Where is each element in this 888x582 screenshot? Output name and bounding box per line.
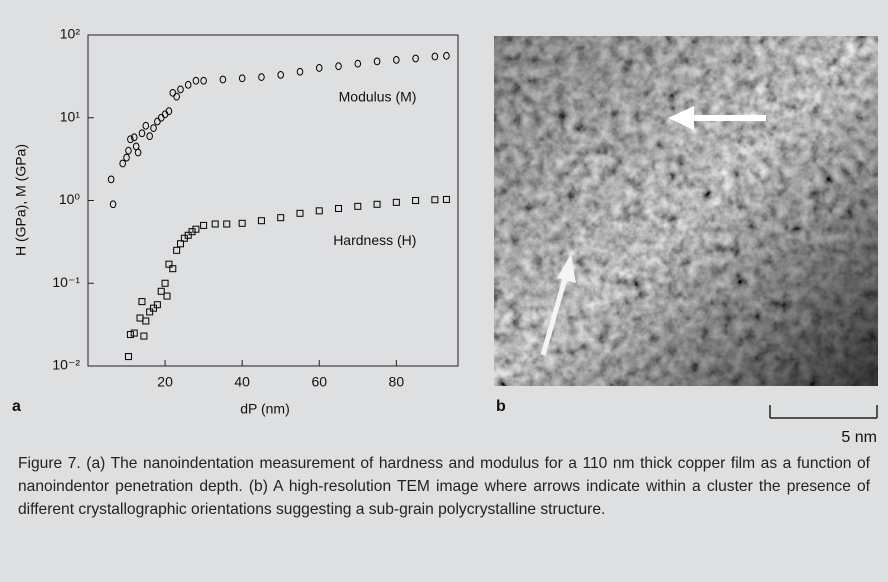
data-point	[150, 124, 157, 132]
x-tick-label: 20	[157, 374, 173, 390]
data-point	[192, 76, 200, 85]
data-point	[223, 220, 231, 228]
series-label: Hardness (H)	[333, 232, 416, 248]
data-point	[184, 231, 192, 239]
data-point	[238, 219, 246, 227]
data-point	[443, 51, 450, 60]
data-point	[119, 159, 126, 168]
data-point	[393, 56, 400, 64]
data-point	[258, 73, 265, 81]
data-point	[165, 260, 173, 268]
figure: a b 5 nm dP (nm) H (GPa), M (GPa) 10² 10¹…	[12, 26, 878, 446]
data-point	[173, 246, 181, 254]
panel-label: b	[496, 398, 506, 415]
data-point	[431, 196, 439, 204]
data-point	[296, 209, 304, 217]
data-point	[142, 317, 150, 325]
y-tick-label: 10⁰	[59, 191, 81, 207]
data-point	[354, 59, 362, 68]
y-tick-label: 10¹	[60, 108, 81, 124]
data-point	[126, 331, 134, 339]
data-point	[134, 148, 142, 157]
data-point	[130, 329, 138, 337]
data-point	[123, 153, 130, 162]
data-point	[163, 292, 171, 300]
x-tick-label: 40	[234, 374, 250, 390]
y-axis-label: H (GPa), M (GPa)	[13, 144, 29, 256]
data-point	[109, 200, 117, 209]
data-point	[146, 132, 153, 141]
data-point	[412, 197, 420, 204]
data-point	[211, 220, 219, 228]
data-point	[138, 129, 146, 138]
data-point	[277, 70, 285, 79]
data-point	[177, 85, 184, 94]
data-point	[173, 92, 180, 101]
data-point	[165, 107, 173, 116]
data-point	[373, 200, 381, 208]
x-tick-label: 60	[311, 374, 327, 390]
data-point	[177, 240, 184, 248]
data-point	[192, 225, 200, 233]
data-point	[169, 265, 177, 273]
data-point	[161, 279, 169, 287]
data-point	[146, 308, 154, 316]
series-label: Modulus (M)	[339, 89, 417, 105]
data-point	[296, 67, 304, 76]
data-point	[154, 117, 161, 126]
data-point	[219, 75, 227, 84]
data-point	[140, 332, 148, 340]
data-point	[238, 74, 246, 83]
data-point	[169, 88, 177, 97]
data-point	[431, 52, 439, 61]
data-point	[257, 217, 265, 225]
data-point	[127, 135, 134, 144]
caption: Figure 7. (a) The nanoindentation measur…	[18, 455, 870, 518]
data-point	[125, 146, 132, 155]
x-tick-label: 80	[389, 374, 405, 390]
data-point	[277, 214, 285, 222]
data-point	[335, 62, 342, 71]
data-point	[315, 64, 323, 72]
data-point	[157, 287, 165, 295]
data-point	[136, 314, 144, 322]
panel-label: a	[12, 398, 21, 415]
data-point	[412, 54, 419, 63]
data-point	[373, 57, 381, 66]
data-point	[184, 80, 192, 89]
y-tick-label: 10⁻¹	[52, 274, 80, 290]
data-point	[315, 207, 323, 215]
data-point	[124, 353, 132, 361]
tem-image	[494, 36, 878, 386]
data-point	[130, 133, 138, 142]
scale-bar	[769, 405, 878, 419]
y-tick-label: 10²	[60, 26, 81, 42]
y-tick-label: 10⁻²	[52, 357, 80, 373]
data-point	[188, 228, 196, 236]
data-point	[200, 221, 208, 229]
data-point	[354, 202, 362, 210]
data-point	[153, 301, 161, 309]
data-point	[335, 205, 343, 213]
data-point	[442, 195, 450, 203]
data-point	[392, 198, 400, 206]
x-axis-label: dP (nm)	[240, 401, 290, 417]
scale-bar-label: 5 nm	[841, 429, 877, 446]
data-point	[142, 121, 150, 130]
data-point	[200, 76, 207, 85]
data-point	[138, 298, 146, 306]
data-point	[107, 175, 115, 184]
